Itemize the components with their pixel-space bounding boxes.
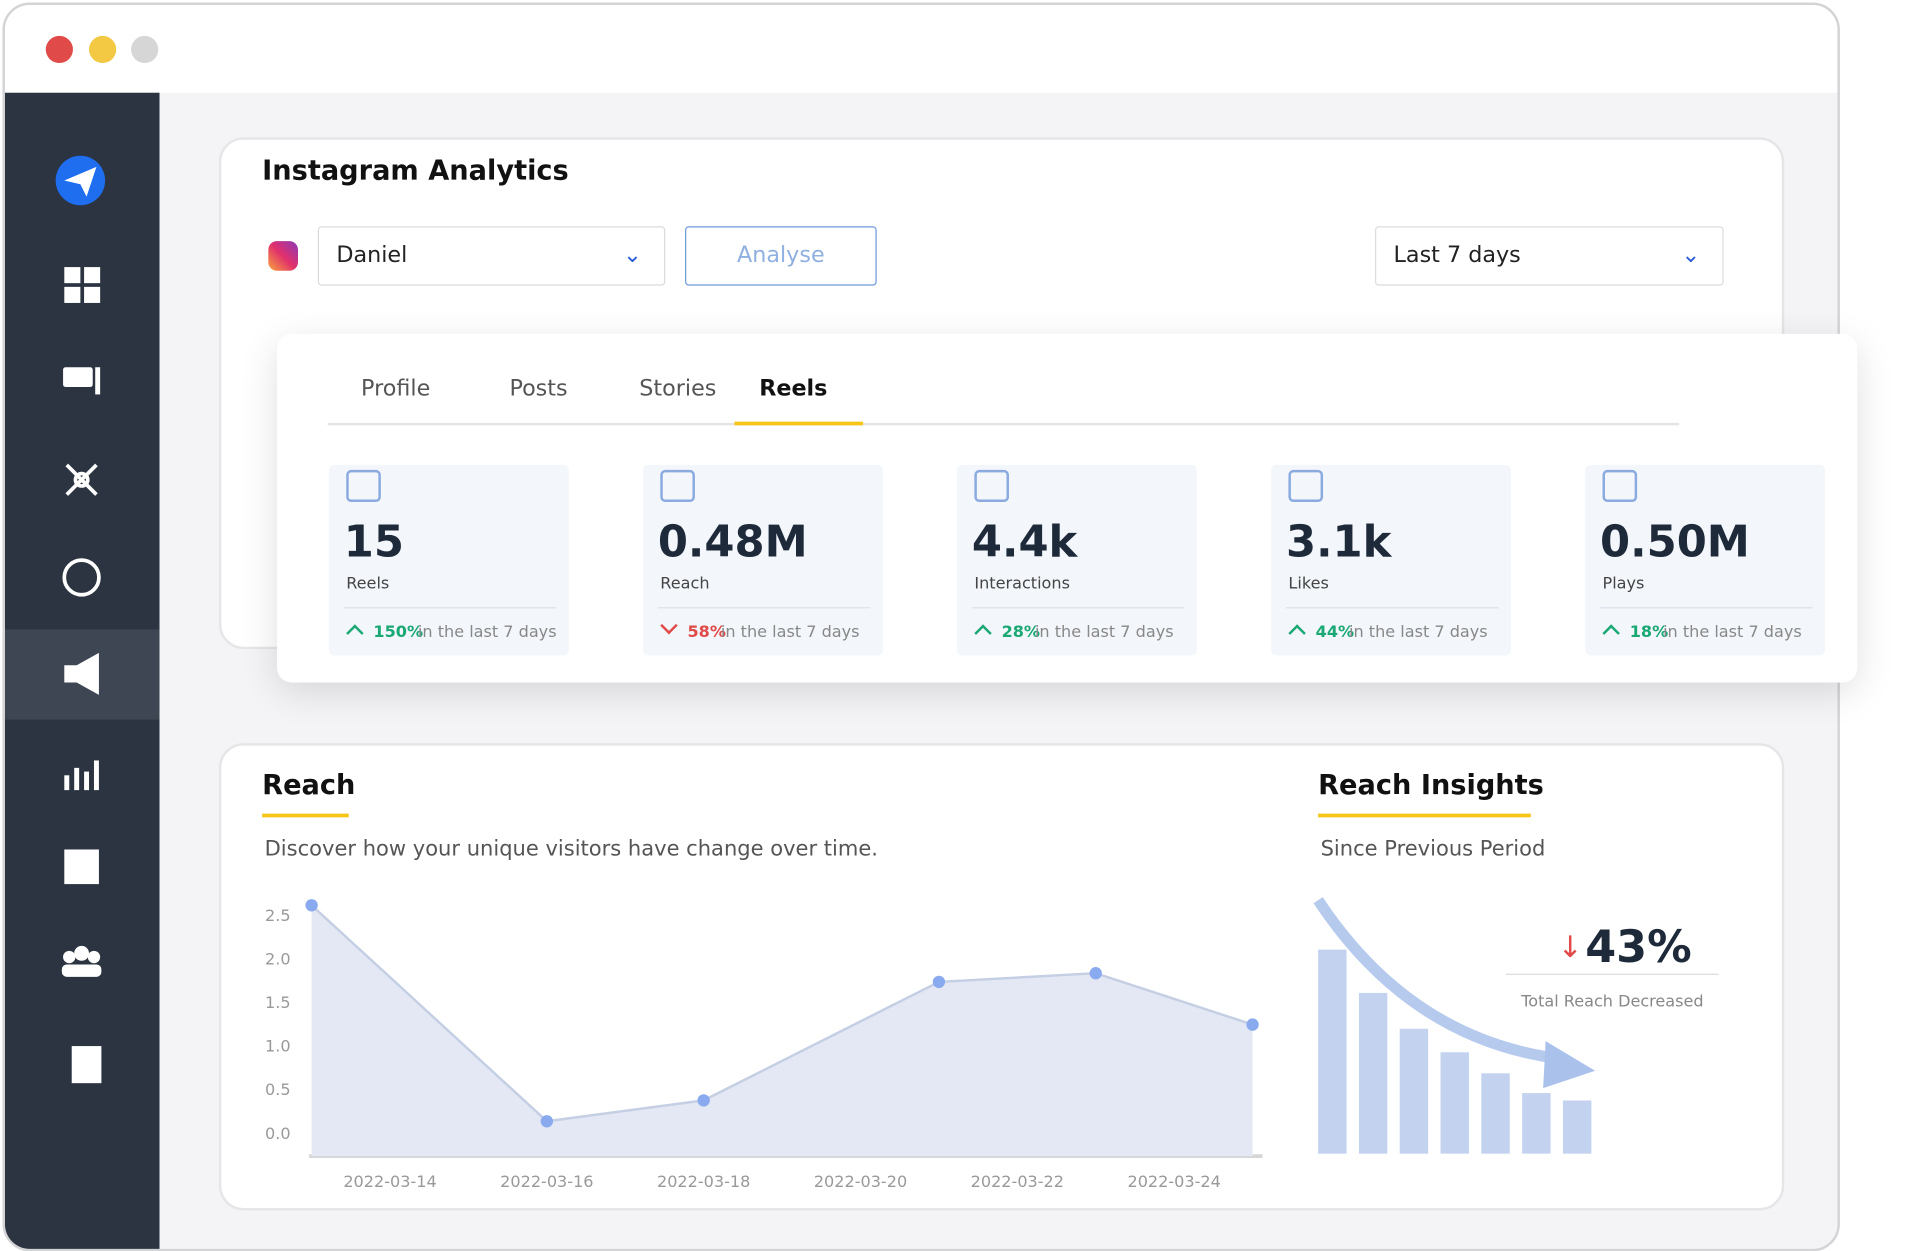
sidebar xyxy=(4,92,160,1249)
nav-messages[interactable] xyxy=(63,367,101,395)
x-tick-label: 2022-03-22 xyxy=(971,1172,1064,1191)
stat-period: in the last 7 days xyxy=(1663,623,1802,642)
line xyxy=(310,904,1253,1123)
insights-change: 43% xyxy=(1585,922,1692,973)
stat-change: 58% xyxy=(687,623,726,642)
title-underline xyxy=(1318,813,1531,818)
reach-title: Reach xyxy=(262,770,356,802)
point xyxy=(305,899,318,912)
x-tick-label: 2022-03-20 xyxy=(814,1172,907,1191)
area xyxy=(311,905,1253,1157)
stat-icon xyxy=(1602,469,1638,503)
zoom-button[interactable] xyxy=(131,35,159,64)
point xyxy=(697,1094,710,1107)
account-dropdown[interactable]: Daniel ⌄ xyxy=(317,226,666,286)
chevron: ⌄ xyxy=(623,242,642,269)
nav-reports[interactable] xyxy=(71,1046,102,1084)
stat-label: Plays xyxy=(1602,574,1645,594)
analyse-button[interactable]: Analyse xyxy=(685,226,877,286)
trend-arrow: ↓ xyxy=(1558,929,1583,964)
chevron: ⌄ xyxy=(1681,242,1701,269)
nav-team[interactable] xyxy=(61,945,102,977)
stat-period: in the last 7 days xyxy=(720,623,860,642)
sidebar-icons xyxy=(4,155,160,1084)
period-dropdown[interactable]: Last 7 days ⌄ xyxy=(1374,226,1724,286)
instagram-icon xyxy=(268,241,298,271)
minimize-button[interactable] xyxy=(89,35,117,64)
stat-change: 44% xyxy=(1315,623,1355,642)
point xyxy=(1246,1018,1259,1031)
insights-illustration xyxy=(1313,897,1596,1154)
stat-icon xyxy=(346,469,381,503)
page-title: Instagram Analytics xyxy=(262,155,569,187)
stat-value: 4.4k xyxy=(971,518,1078,568)
tab[interactable]: Stories xyxy=(639,375,717,402)
stat-value: 3.1k xyxy=(1285,518,1392,568)
stat-value: 0.50M xyxy=(1600,518,1750,568)
logo-plane xyxy=(64,166,97,197)
nav-dashboard[interactable] xyxy=(64,267,101,303)
stat-period: in the last 7 days xyxy=(1349,623,1488,642)
stat-icon xyxy=(974,469,1009,503)
nav-campaigns[interactable] xyxy=(64,652,99,695)
nav-workflow[interactable] xyxy=(62,558,101,597)
y-tick-label: 0.5 xyxy=(265,1080,291,1099)
stat-period: in the last 7 days xyxy=(417,623,557,642)
insights-title: Reach Insights xyxy=(1318,770,1544,802)
stat-divider xyxy=(657,607,871,609)
reach-subtitle: Discover how your unique visitors have c… xyxy=(264,837,878,862)
tab[interactable]: Reels xyxy=(759,375,828,402)
x-tick-label: 2022-03-24 xyxy=(1127,1172,1220,1191)
insights-caption: Total Reach Decreased xyxy=(1520,992,1703,1011)
stat-divider xyxy=(1600,607,1813,609)
stat-value: 0.48M xyxy=(657,518,808,568)
close-button[interactable] xyxy=(45,35,73,64)
x-tick-label: 2022-03-16 xyxy=(500,1172,593,1191)
stat-divider xyxy=(971,607,1185,609)
stat-label: Likes xyxy=(1288,574,1329,594)
x-tick-label: 2022-03-18 xyxy=(657,1172,750,1191)
point xyxy=(932,975,946,989)
stat-value: 15 xyxy=(343,518,404,568)
nav-network[interactable] xyxy=(65,463,98,496)
tab[interactable]: Posts xyxy=(509,375,568,402)
y-tick-label: 2.5 xyxy=(265,906,291,925)
point xyxy=(540,1115,554,1128)
stat-period: in the last 7 days xyxy=(1034,623,1174,642)
period: Last 7 days xyxy=(1393,242,1521,269)
stat-divider xyxy=(343,607,557,609)
y-tick-label: 0.0 xyxy=(265,1124,291,1143)
tab[interactable]: Profile xyxy=(361,375,431,402)
x-tick-label: 2022-03-14 xyxy=(343,1172,436,1191)
stat-label: Reels xyxy=(346,574,390,594)
stat-label: Interactions xyxy=(974,574,1070,594)
stat-icon xyxy=(1288,469,1324,503)
y-tick-label: 1.5 xyxy=(265,993,291,1012)
active-tab-underline xyxy=(734,421,864,426)
point xyxy=(1089,967,1102,980)
stat-change: 18% xyxy=(1629,623,1669,642)
stat-card xyxy=(1585,464,1826,656)
nav-analytics[interactable] xyxy=(64,760,99,791)
y-tick-label: 1.0 xyxy=(265,1037,291,1056)
insights-subtitle: Since Previous Period xyxy=(1320,837,1546,862)
stat-label: Reach xyxy=(660,574,710,594)
stat-divider xyxy=(1285,607,1499,609)
title-bar xyxy=(4,4,1838,93)
account-name: Daniel xyxy=(336,242,408,269)
stat-card xyxy=(328,464,569,656)
title-underline xyxy=(262,813,349,818)
stat-card xyxy=(957,464,1197,656)
nav-downloads[interactable] xyxy=(64,849,99,885)
stat-change: 150% xyxy=(373,623,424,642)
tab-rule xyxy=(327,422,1680,426)
stat-icon xyxy=(660,469,695,503)
stat-change: 28% xyxy=(1001,623,1041,642)
y-tick-label: 2.0 xyxy=(265,950,291,969)
stat-card xyxy=(1271,464,1512,656)
stat-card xyxy=(642,464,883,656)
